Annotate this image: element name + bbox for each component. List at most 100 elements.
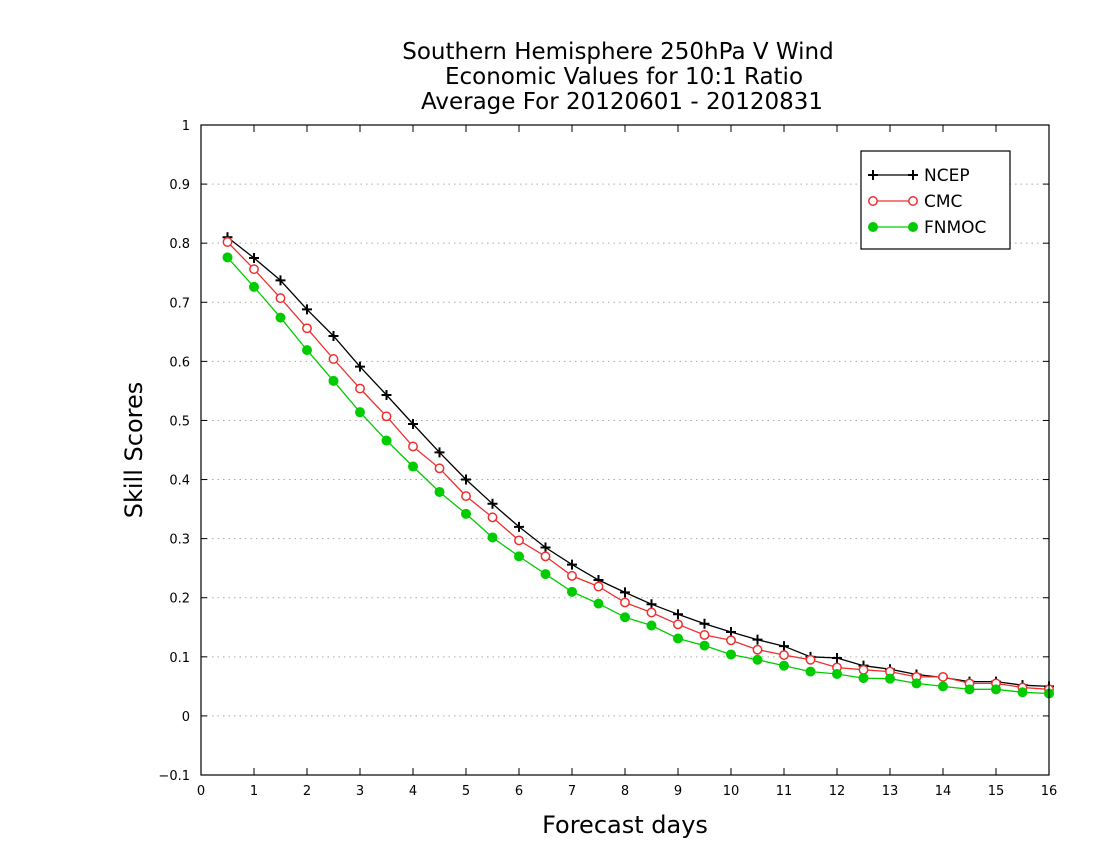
data-point-cmc <box>699 630 710 640</box>
legend-label-fnmoc: FNMOC <box>924 218 986 238</box>
x-tick-label: 10 <box>723 784 740 799</box>
data-point-cmc <box>461 491 471 502</box>
data-point-ncep <box>752 634 763 645</box>
x-axis-ticks: 0 1 2 3 4 5 6 7 8 9 10 11 12 13 14 15 16 <box>197 125 1057 799</box>
y-tick-label: 0.5 <box>169 414 190 429</box>
data-point-ncep <box>779 641 789 652</box>
data-point-fnmoc <box>938 681 948 692</box>
series-line-cmc <box>227 241 1050 690</box>
data-point-fnmoc <box>461 508 471 519</box>
y-tick-label: 0.8 <box>169 237 190 252</box>
data-point-ncep <box>832 653 842 663</box>
data-point-cmc <box>726 635 736 646</box>
x-tick-label: 7 <box>568 784 576 799</box>
x-tick-label: 13 <box>882 784 899 799</box>
data-point-fnmoc <box>381 435 392 446</box>
data-series <box>222 232 1054 699</box>
data-point-fnmoc <box>620 612 630 623</box>
data-point-fnmoc <box>328 375 339 386</box>
x-tick-label: 15 <box>988 784 1005 799</box>
x-tick-label: 14 <box>935 784 952 799</box>
legend-marker-ncep <box>868 170 878 180</box>
x-tick-label: 3 <box>356 784 364 799</box>
legend-marker-ncep <box>908 170 918 180</box>
data-point-cmc <box>593 581 604 592</box>
legend-marker-fnmoc <box>868 222 878 232</box>
data-point-cmc <box>355 383 365 394</box>
title-line-2: Economic Values for 10:1 Ratio <box>445 64 803 90</box>
data-point-fnmoc <box>805 666 816 677</box>
data-point-fnmoc <box>593 598 604 609</box>
y-tick-label: 0.2 <box>169 592 190 607</box>
data-point-cmc <box>408 441 418 452</box>
data-point-ncep <box>699 618 710 629</box>
gridlines <box>201 183 1049 717</box>
data-point-ncep <box>620 587 630 598</box>
data-point-ncep <box>461 474 471 485</box>
data-point-cmc <box>381 411 392 422</box>
data-point-cmc <box>275 293 286 304</box>
data-point-cmc <box>222 237 233 247</box>
data-point-cmc <box>487 512 498 523</box>
series-fnmoc <box>222 252 1054 699</box>
data-point-ncep <box>381 390 392 401</box>
data-point-cmc <box>752 644 763 655</box>
data-point-ncep <box>328 330 339 341</box>
legend-marker-cmc <box>908 196 918 206</box>
data-point-cmc <box>938 671 948 682</box>
title-line-1: Southern Hemisphere 250hPa V Wind <box>402 39 833 65</box>
data-point-ncep <box>567 559 577 570</box>
data-point-cmc <box>302 323 312 334</box>
series-ncep <box>222 232 1054 692</box>
data-point-ncep <box>487 498 498 509</box>
data-point-ncep <box>408 419 418 429</box>
y-tick-label: 0.9 <box>169 178 190 193</box>
data-point-fnmoc <box>408 461 418 472</box>
data-point-fnmoc <box>249 281 259 292</box>
x-tick-label: 12 <box>829 784 846 799</box>
data-point-fnmoc <box>222 252 233 263</box>
data-point-ncep <box>302 304 312 315</box>
data-point-fnmoc <box>726 649 736 660</box>
data-point-fnmoc <box>355 407 365 418</box>
series-cmc <box>222 237 1054 695</box>
data-point-ncep <box>434 447 445 458</box>
data-point-ncep <box>249 252 259 263</box>
data-point-fnmoc <box>752 654 763 665</box>
legend-marker-cmc <box>868 196 878 206</box>
x-tick-label: 8 <box>621 784 629 799</box>
data-point-cmc <box>514 535 524 546</box>
data-point-cmc <box>328 354 339 364</box>
x-tick-label: 11 <box>776 784 793 799</box>
legend-item-cmc: CMC <box>868 192 962 212</box>
legend: NCEP CMC FNMOC <box>860 150 1011 250</box>
legend-box <box>860 150 1011 250</box>
data-point-fnmoc <box>540 569 551 580</box>
data-point-cmc <box>805 654 816 665</box>
x-tick-label: 16 <box>1041 784 1058 799</box>
data-point-fnmoc <box>567 586 577 597</box>
data-point-fnmoc <box>646 620 657 631</box>
data-point-fnmoc <box>434 486 445 497</box>
data-point-fnmoc <box>514 551 524 562</box>
data-point-fnmoc <box>885 673 895 684</box>
x-tick-label: 0 <box>197 784 205 799</box>
data-point-ncep <box>540 542 551 553</box>
data-point-fnmoc <box>779 660 789 671</box>
legend-label-ncep: NCEP <box>924 166 970 186</box>
data-point-ncep <box>514 521 524 532</box>
data-point-fnmoc <box>487 532 498 543</box>
data-point-ncep <box>275 275 286 286</box>
data-point-fnmoc <box>911 678 922 689</box>
data-point-cmc <box>779 650 789 660</box>
x-tick-label: 4 <box>409 784 417 799</box>
data-point-fnmoc <box>964 684 975 695</box>
data-point-cmc <box>249 264 259 275</box>
legend-label-cmc: CMC <box>924 192 962 212</box>
x-tick-label: 9 <box>674 784 682 799</box>
x-tick-label: 2 <box>303 784 311 799</box>
y-tick-label: −0.1 <box>158 769 190 784</box>
data-point-ncep <box>355 361 365 372</box>
x-tick-label: 1 <box>250 784 258 799</box>
